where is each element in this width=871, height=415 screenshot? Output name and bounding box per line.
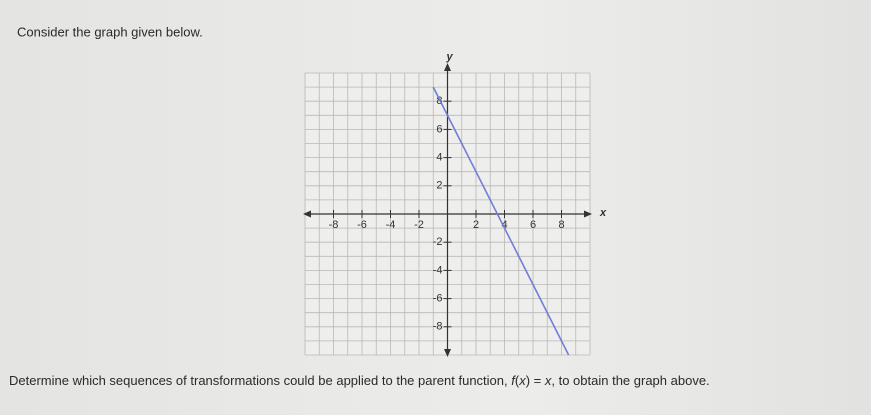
x-tick-label: -6 xyxy=(357,219,367,231)
y-arrow xyxy=(444,349,451,357)
x-tick-label: 8 xyxy=(558,219,564,231)
question-text: ( xyxy=(515,373,520,388)
question-text: Determine which sequences of transformat… xyxy=(9,373,511,388)
x-tick-label: -8 xyxy=(329,219,339,231)
line xyxy=(432,86,570,356)
x-tick-label: 6 xyxy=(530,219,536,231)
question-text: ) = xyxy=(526,373,545,388)
x-tick-label: 2 xyxy=(473,219,479,231)
y-tick-label: 6 xyxy=(436,123,442,135)
question-text: x xyxy=(518,373,526,388)
prompt: Consider the graph given below. xyxy=(17,24,203,39)
question-text: x xyxy=(544,373,552,388)
question: Determine which sequences of transformat… xyxy=(9,373,710,388)
x-arrow xyxy=(303,210,311,218)
y-tick-label: 4 xyxy=(436,152,442,164)
x-axis-label: x xyxy=(599,207,607,219)
x-tick-label: -2 xyxy=(414,219,424,231)
y-arrow xyxy=(444,63,451,71)
question-text: f xyxy=(511,373,516,388)
y-tick-label: -8 xyxy=(433,321,443,333)
y-tick-label: -6 xyxy=(433,293,443,305)
x-arrow xyxy=(584,210,592,218)
question-text: , to obtain the graph above. xyxy=(551,373,709,388)
y-tick-label: 2 xyxy=(436,180,442,192)
x-tick-label: -4 xyxy=(386,219,396,231)
y-tick-label: -2 xyxy=(433,236,443,248)
y-tick-label: -4 xyxy=(433,264,443,276)
x-tick-label: 4 xyxy=(501,219,507,231)
y-axis-label: y xyxy=(445,51,453,63)
